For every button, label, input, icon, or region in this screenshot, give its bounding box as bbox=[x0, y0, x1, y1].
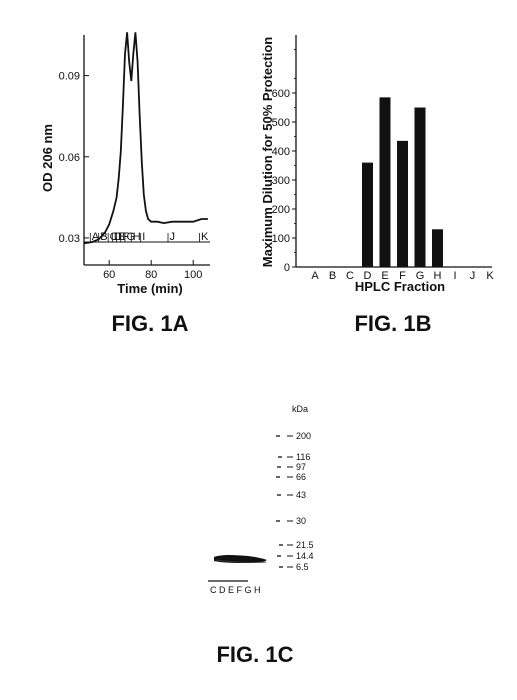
fig-1b-y-tick-label: 200 bbox=[272, 204, 290, 216]
fig-1a-y-tick-label: 0.09 bbox=[59, 71, 80, 83]
fig-1b-label: FIG. 1B bbox=[354, 311, 431, 336]
fig-1b-x-tick-label: K bbox=[486, 270, 494, 282]
fig-1c-marker-label: 14.4 bbox=[296, 551, 314, 561]
fig-1c-marker-label: 97 bbox=[296, 462, 306, 472]
fig-1a-trace bbox=[83, 32, 208, 245]
fig-1b-bar-d bbox=[362, 162, 373, 267]
fig-1a-label: FIG. 1A bbox=[111, 311, 188, 336]
fig-1b-x-tick-label: A bbox=[311, 270, 319, 282]
fig-1b-bar-h bbox=[432, 229, 443, 267]
fig-1b-y-tick-label: 400 bbox=[272, 146, 290, 158]
fig-1b-bar-g bbox=[414, 107, 426, 267]
fig-1b-y-tick-label: 100 bbox=[272, 233, 290, 245]
fig-1c-marker-label: 116 bbox=[296, 452, 310, 462]
fig-1a-fraction-label: C bbox=[110, 231, 118, 243]
fig-1a-fraction-label: D bbox=[114, 231, 122, 243]
fig-1b-y-tick-label: 300 bbox=[272, 175, 290, 187]
fig-1a-x-tick-label: 100 bbox=[184, 269, 202, 281]
fig-1a-y-label: OD 206 nm bbox=[40, 124, 55, 192]
fig-1b-x-tick-label: H bbox=[434, 270, 442, 282]
fig-1b-bar-f bbox=[397, 140, 408, 267]
fig-1b-x-tick-label: E bbox=[381, 270, 388, 282]
fig-1b-y-tick-label: 0 bbox=[284, 262, 290, 274]
fig-1b-x-tick-label: D bbox=[364, 270, 372, 282]
fig-1b-y-tick-label: 600 bbox=[272, 88, 290, 100]
fig-1c-marker-label: 21.5 bbox=[296, 540, 314, 550]
fig-1b-x-tick-label: C bbox=[346, 270, 354, 282]
fig-1c-band-shadow bbox=[215, 559, 267, 563]
fig-1a-fraction-label: K bbox=[201, 231, 209, 243]
fig-1a-fraction-label: G bbox=[126, 231, 135, 243]
fig-1b-x-tick-label: B bbox=[329, 270, 336, 282]
fig-1a-fraction-label: I bbox=[142, 231, 145, 243]
fig-1a-fraction-label: A bbox=[92, 231, 100, 243]
fig-1c-marker-label: 30 bbox=[296, 516, 306, 526]
fig-1a-fraction-label: E bbox=[118, 231, 125, 243]
fig-1a-x-tick-label: 80 bbox=[145, 269, 157, 281]
fig-1c-label: FIG. 1C bbox=[216, 642, 293, 667]
fig-1b-x-tick-label: G bbox=[416, 270, 425, 282]
fig-1a-fraction-label: B bbox=[100, 231, 107, 243]
fig-1b-x-tick-label: I bbox=[453, 270, 456, 282]
fig-1a-x-label: Time (min) bbox=[117, 281, 183, 296]
fig-1c-unit-label: kDa bbox=[292, 404, 308, 414]
fig-1b-y-label: Maximum Dilution for 50% Protection bbox=[260, 37, 275, 267]
fig-1c-lane-labels: C D E F G H bbox=[210, 585, 261, 595]
fig-1c-marker-label: 6.5 bbox=[296, 562, 309, 572]
fig-1a-fraction-label: J bbox=[170, 231, 176, 243]
fig-1a-fraction-label: F bbox=[122, 231, 129, 243]
fig-1a-fraction-label: H bbox=[133, 231, 141, 243]
fig-1a-y-tick-label: 0.06 bbox=[59, 152, 80, 164]
fig-1b-bar-e bbox=[379, 97, 391, 267]
fig-1b-x-tick-label: F bbox=[399, 270, 406, 282]
fig-1c-marker-label: 200 bbox=[296, 431, 311, 441]
fig-1c-marker-label: 66 bbox=[296, 472, 306, 482]
fig-1c-marker-label: 43 bbox=[296, 490, 306, 500]
fig-1a-y-tick-label: 0.03 bbox=[59, 233, 80, 245]
fig-1a-x-tick-label: 60 bbox=[103, 269, 115, 281]
fig-1b-x-tick-label: J bbox=[470, 270, 476, 282]
fig-1b-x-label: HPLC Fraction bbox=[355, 279, 445, 294]
fig-1b-y-tick-label: 500 bbox=[272, 117, 290, 129]
